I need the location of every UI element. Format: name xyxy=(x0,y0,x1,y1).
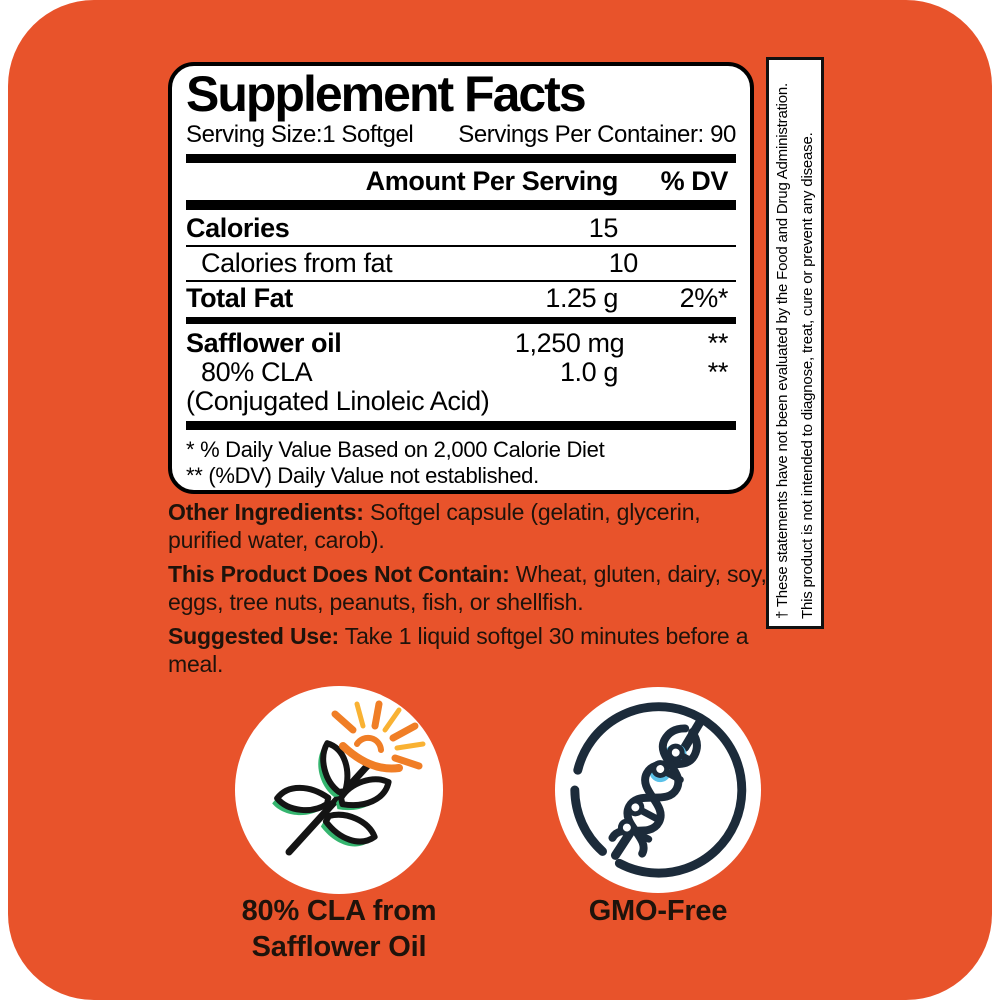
divider-thin xyxy=(186,280,736,282)
column-header-dv: % DV xyxy=(660,166,729,196)
nutrient-dv: 2%* xyxy=(679,283,729,313)
serving-size: Serving Size:1 Softgel xyxy=(186,121,414,148)
nutrient-name: Safflower oil xyxy=(186,328,342,358)
nutrient-amount: 15 xyxy=(588,213,619,243)
nutrient-dv: ** xyxy=(707,357,729,387)
table-row-80-cla: 80% CLA 1.0 g ** xyxy=(186,358,736,387)
divider-thick xyxy=(186,154,736,163)
table-row-conjugated-linoleic-acid: (Conjugated Linoleic Acid) xyxy=(186,387,736,416)
divider-thick xyxy=(186,200,736,210)
table-row-calories-from-fat: Calories from fat 10 xyxy=(186,249,736,278)
nutrient-name: (Conjugated Linoleic Acid) xyxy=(186,386,490,416)
suggested-use-text: Take 1 liquid softgel 30 minutes before … xyxy=(168,623,749,677)
nutrient-amount: 10 xyxy=(608,248,639,278)
nutrient-amount: 1,250 mg xyxy=(514,328,625,358)
nutrient-name: Calories xyxy=(186,213,290,243)
does-not-contain-text: Wheat, gluten, dairy, soy, eggs, tree nu… xyxy=(168,561,767,615)
panel-title: Supplement Facts xyxy=(186,66,587,122)
divider-thin xyxy=(186,245,736,247)
safflower-plant-icon xyxy=(272,700,426,856)
nutrient-name: 80% CLA xyxy=(201,357,313,387)
other-ingredients-text: Softgel capsule (gelatin, glycerin, puri… xyxy=(168,499,701,553)
column-header-row: Amount Per Serving % DV xyxy=(186,167,736,196)
does-not-contain-label: This Product Does Not Contain: xyxy=(168,561,510,587)
serving-line: Serving Size:1 Softgel Servings Per Cont… xyxy=(186,121,736,149)
nutrient-name: Calories from fat xyxy=(201,248,393,278)
nutrient-amount: 1.0 g xyxy=(559,357,618,387)
gmo-free-dna-icon xyxy=(570,702,747,878)
nutrient-dv: ** xyxy=(707,328,729,358)
suggested-use-label: Suggested Use: xyxy=(168,623,340,649)
servings-per-container: Servings Per Container: 90 xyxy=(458,121,736,148)
panel-footnotes: * % Daily Value Based on 2,000 Calorie D… xyxy=(186,437,605,488)
does-not-contain-paragraph: This Product Does Not Contain: Wheat, gl… xyxy=(168,560,808,616)
table-row-calories: Calories 15 xyxy=(186,214,736,243)
nutrient-amount: 1.25 g xyxy=(545,283,618,313)
table-row-total-fat: Total Fat 1.25 g 2%* xyxy=(186,284,736,313)
gmo-free-badge-circle xyxy=(555,687,761,893)
divider-thick xyxy=(186,421,736,430)
body-copy: Other Ingredients: Softgel capsule (gela… xyxy=(168,498,808,684)
other-ingredients-label: Other Ingredients: xyxy=(168,499,364,525)
fda-disclaimer-box: † These statements have not been evaluat… xyxy=(766,57,824,629)
gmo-free-badge-caption: GMO-Free xyxy=(588,895,728,927)
other-ingredients-paragraph: Other Ingredients: Softgel capsule (gela… xyxy=(168,498,808,554)
safflower-badge-circle xyxy=(235,686,443,894)
safflower-badge-caption: 80% CLA from Safflower Oil xyxy=(241,895,437,963)
column-header-amount: Amount Per Serving xyxy=(365,166,619,196)
supplement-facts-panel: Supplement Facts Serving Size:1 Softgel … xyxy=(168,62,754,494)
fda-disclaimer-text: † These statements have not been evaluat… xyxy=(774,83,816,619)
suggested-use-paragraph: Suggested Use: Take 1 liquid softgel 30 … xyxy=(168,622,808,678)
divider-thick xyxy=(186,317,736,324)
nutrient-name: Total Fat xyxy=(186,283,293,313)
table-row-safflower-oil: Safflower oil 1,250 mg ** xyxy=(186,329,736,358)
